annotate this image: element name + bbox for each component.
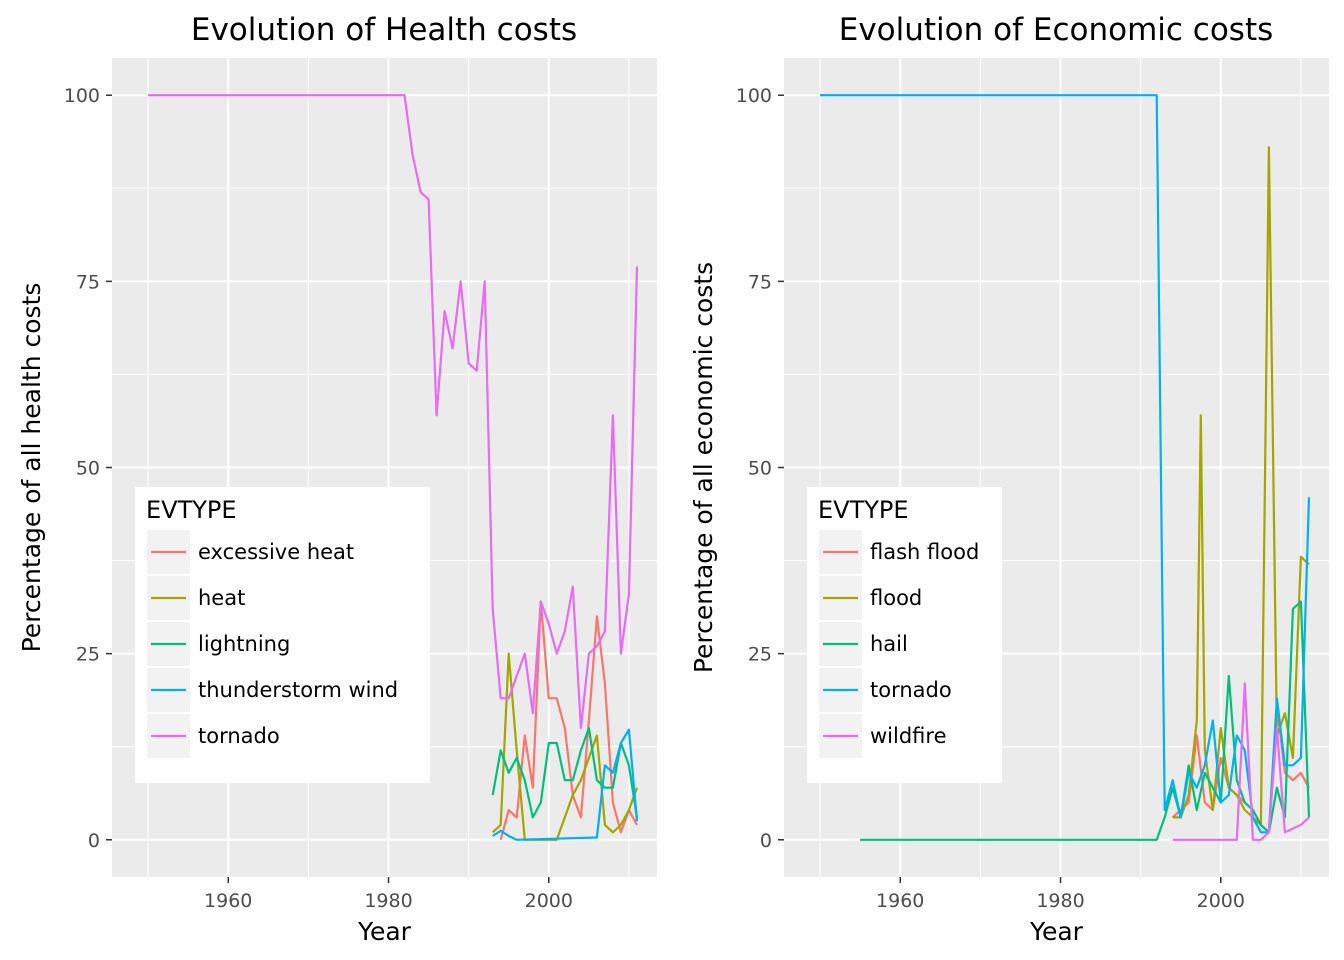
legend-title: EVTYPE xyxy=(818,496,909,524)
series-line-flood xyxy=(1172,146,1310,826)
y-axis-title: Percentage of all economic costs xyxy=(689,262,718,673)
x-tick-label: 1960 xyxy=(876,890,924,912)
y-tick-label: 100 xyxy=(736,85,772,107)
chart-panel-1: 1960 1980 2000 0 25 50 75 100 Evolution of Healt… xyxy=(17,12,657,946)
legend-label: flash flood xyxy=(870,540,979,564)
legend-title: EVTYPE xyxy=(146,496,237,524)
chart-title: Evolution of Economic costs xyxy=(839,12,1274,48)
y-axis-title: Percentage of all health costs xyxy=(17,283,46,653)
legend-label: wildfire xyxy=(870,724,947,748)
legend-label: flood xyxy=(870,586,922,610)
y-tick-label: 50 xyxy=(76,458,100,480)
series-line-lightning xyxy=(491,727,639,819)
x-axis-title: Year xyxy=(1029,917,1084,946)
y-tick-label: 75 xyxy=(748,271,772,293)
series-line-wildfire xyxy=(1172,682,1310,841)
x-tick-label: 1980 xyxy=(364,890,412,912)
legend-label: tornado xyxy=(870,678,952,702)
y-tick-label: 75 xyxy=(76,271,100,293)
y-tick-label: 50 xyxy=(748,458,772,480)
legend-label: lightning xyxy=(198,632,290,656)
legend: EVTYPE flash flood flood hail tornado wildfir… xyxy=(807,487,1002,783)
legend: EVTYPE excessive heat heat lightning thunder… xyxy=(135,487,430,783)
y-tick-label: 0 xyxy=(88,830,100,852)
legend-label: thunderstorm wind xyxy=(198,678,398,702)
legend-label: excessive heat xyxy=(198,540,354,564)
y-tick-label: 0 xyxy=(760,830,772,852)
x-axis-title: Year xyxy=(357,917,412,946)
legend-label: tornado xyxy=(198,724,280,748)
chart-panel-2: 1960 1980 2000 0 25 50 75 100 Evolution of Econo… xyxy=(689,12,1329,946)
x-tick-label: 2000 xyxy=(1197,890,1245,912)
x-tick-label: 2000 xyxy=(525,890,573,912)
series-line-heat xyxy=(491,652,639,841)
x-tick-label: 1960 xyxy=(204,890,252,912)
series-line-excessive-heat xyxy=(499,600,638,841)
series-line-tornado xyxy=(820,94,1311,834)
legend-label: heat xyxy=(198,586,245,610)
y-tick-label: 100 xyxy=(64,85,100,107)
series-line-thunderstorm-wind xyxy=(492,728,639,841)
chart-title: Evolution of Health costs xyxy=(191,12,577,48)
legend-label: hail xyxy=(870,632,908,656)
series-line-tornado xyxy=(148,94,639,730)
y-tick-label: 25 xyxy=(76,644,100,666)
y-tick-label: 25 xyxy=(748,644,772,666)
x-tick-label: 1980 xyxy=(1036,890,1084,912)
